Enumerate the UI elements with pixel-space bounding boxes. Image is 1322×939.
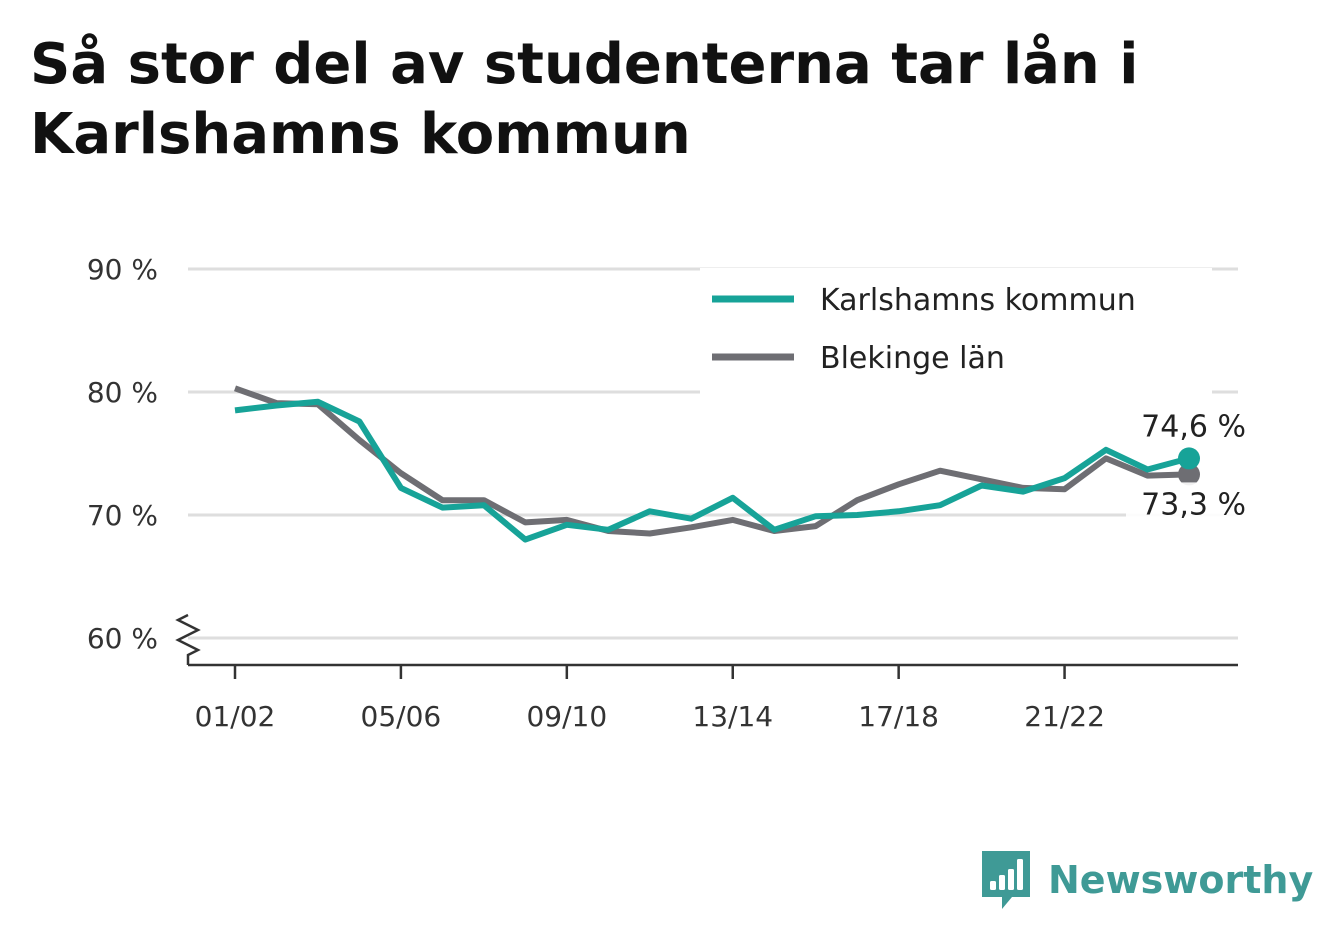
x-axis: 01/02 05/06 09/10 13/14 17/18 21/22 bbox=[188, 663, 1238, 733]
axis-break-mark bbox=[175, 613, 201, 665]
x-tick-label: 17/18 bbox=[858, 700, 939, 733]
end-label-background bbox=[1126, 482, 1250, 525]
newsworthy-logo-icon bbox=[982, 851, 1030, 909]
series-end-label: 74,6 % bbox=[1141, 409, 1246, 444]
legend-label: Blekinge län bbox=[820, 341, 1005, 376]
y-tick-label: 70 % bbox=[87, 499, 158, 532]
x-tick-label: 01/02 bbox=[195, 700, 276, 733]
x-tick-label: 13/14 bbox=[692, 700, 773, 733]
y-tick-label: 60 % bbox=[87, 622, 158, 655]
x-tick-label: 21/22 bbox=[1024, 700, 1105, 733]
chart-title: Så stor del av studenterna tar lån i Kar… bbox=[30, 32, 1139, 167]
legend-label: Karlshamns kommun bbox=[820, 283, 1136, 318]
series-end-point bbox=[1178, 463, 1200, 486]
brand-name: Newsworthy bbox=[1048, 858, 1314, 902]
series-end-label: 73,3 % bbox=[1141, 487, 1246, 522]
legend: Karlshamns kommun Blekinge län bbox=[712, 283, 1136, 376]
y-tick-label: 80 % bbox=[87, 376, 158, 409]
series-end-point bbox=[1178, 447, 1200, 470]
series-lines bbox=[233, 385, 1190, 543]
x-tick-label: 05/06 bbox=[361, 700, 442, 733]
legend-background bbox=[700, 268, 1212, 394]
x-tick-label: 09/10 bbox=[526, 700, 607, 733]
series-line bbox=[233, 385, 1190, 537]
end-markers: 74,6 % 73,3 % bbox=[1126, 409, 1250, 525]
newsworthy-brand: Newsworthy bbox=[982, 848, 1313, 912]
y-axis: 60 % 70 % 80 % 90 % bbox=[87, 253, 201, 665]
y-tick-label: 90 % bbox=[87, 253, 158, 286]
series-line bbox=[234, 398, 1190, 543]
